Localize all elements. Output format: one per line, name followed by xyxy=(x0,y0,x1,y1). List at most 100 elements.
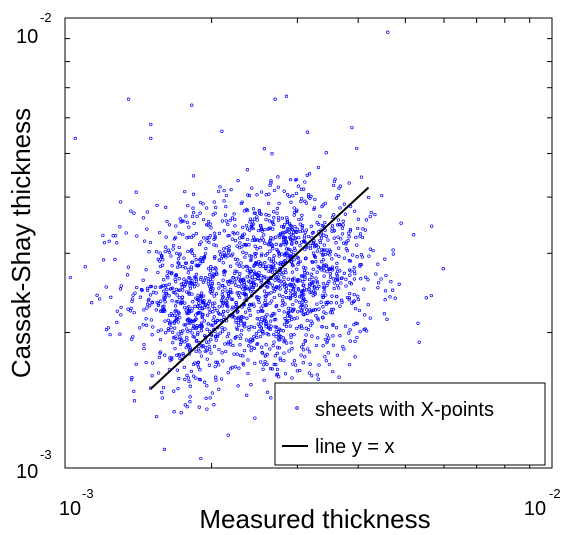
data-point xyxy=(165,219,169,224)
data-point xyxy=(176,332,180,336)
data-point xyxy=(255,317,259,321)
data-point xyxy=(299,217,304,221)
data-point xyxy=(176,386,180,391)
data-point xyxy=(305,130,310,134)
data-point xyxy=(330,224,335,228)
data-point xyxy=(274,285,278,290)
data-point xyxy=(262,147,266,151)
data-point xyxy=(315,270,319,274)
data-point xyxy=(176,320,180,324)
data-point xyxy=(376,262,380,266)
data-point xyxy=(176,257,181,261)
data-point xyxy=(303,339,307,343)
data-point xyxy=(168,356,172,360)
data-point xyxy=(261,238,266,242)
data-point xyxy=(269,314,273,318)
data-point xyxy=(163,319,167,323)
data-point xyxy=(138,326,142,330)
data-point xyxy=(303,275,307,279)
data-point xyxy=(352,269,357,273)
data-point xyxy=(350,125,354,130)
data-point xyxy=(364,329,369,333)
data-point xyxy=(296,256,301,260)
data-point xyxy=(204,222,209,227)
data-point xyxy=(229,342,233,347)
data-point xyxy=(132,211,136,215)
data-point xyxy=(220,325,224,330)
data-point xyxy=(173,309,177,313)
data-point xyxy=(363,228,368,232)
data-point xyxy=(202,255,206,259)
data-point xyxy=(118,225,122,229)
data-point xyxy=(129,378,134,382)
data-point xyxy=(173,304,178,308)
data-point xyxy=(204,246,208,251)
data-point xyxy=(226,294,231,298)
data-point xyxy=(229,187,233,192)
data-point xyxy=(187,292,191,296)
data-point xyxy=(207,299,212,303)
data-point xyxy=(256,322,260,326)
data-point xyxy=(217,286,221,290)
data-point xyxy=(283,267,287,272)
data-point xyxy=(185,405,189,409)
data-point xyxy=(192,335,197,339)
data-point xyxy=(206,277,210,281)
data-point xyxy=(303,257,308,261)
data-point xyxy=(399,221,403,225)
data-point xyxy=(139,287,144,292)
data-point xyxy=(269,181,273,185)
data-point xyxy=(318,233,323,237)
data-point xyxy=(183,283,187,287)
data-point xyxy=(391,252,396,256)
data-point xyxy=(304,326,308,330)
data-point xyxy=(174,316,178,321)
data-point xyxy=(353,339,357,344)
data-point xyxy=(385,317,389,321)
data-point xyxy=(305,173,309,178)
data-point xyxy=(141,216,146,220)
data-point xyxy=(291,288,296,292)
data-point xyxy=(329,307,334,312)
data-point xyxy=(133,291,137,295)
data-point xyxy=(280,216,285,220)
data-point xyxy=(313,197,317,202)
data-point xyxy=(161,258,165,262)
data-point xyxy=(239,333,243,337)
data-point xyxy=(245,227,250,231)
data-point xyxy=(183,266,188,270)
data-point xyxy=(198,242,202,247)
data-point xyxy=(321,248,326,252)
data-point xyxy=(264,325,268,329)
data-point xyxy=(217,305,221,309)
data-point xyxy=(301,279,305,284)
data-point xyxy=(283,243,287,247)
data-point xyxy=(226,433,230,437)
data-point xyxy=(317,222,321,226)
data-point xyxy=(198,296,202,301)
data-point xyxy=(321,295,326,299)
data-point xyxy=(244,251,248,256)
data-point xyxy=(179,340,183,345)
data-point xyxy=(285,215,289,220)
data-point xyxy=(322,269,326,273)
data-point xyxy=(260,345,264,349)
data-point xyxy=(216,311,221,315)
data-point xyxy=(271,219,275,224)
data-point xyxy=(279,279,283,283)
data-point xyxy=(234,304,238,309)
data-point xyxy=(371,248,375,253)
data-point xyxy=(274,304,279,308)
data-point xyxy=(162,289,166,293)
data-point xyxy=(283,236,288,240)
data-point xyxy=(208,233,213,238)
data-point xyxy=(317,284,321,289)
legend-label-scatter: sheets with X-points xyxy=(315,399,494,421)
data-point xyxy=(265,352,269,357)
data-point xyxy=(119,284,123,288)
data-point xyxy=(231,252,235,256)
data-point xyxy=(326,300,330,304)
data-point xyxy=(186,271,190,275)
data-point xyxy=(115,320,119,325)
data-point xyxy=(238,295,242,299)
